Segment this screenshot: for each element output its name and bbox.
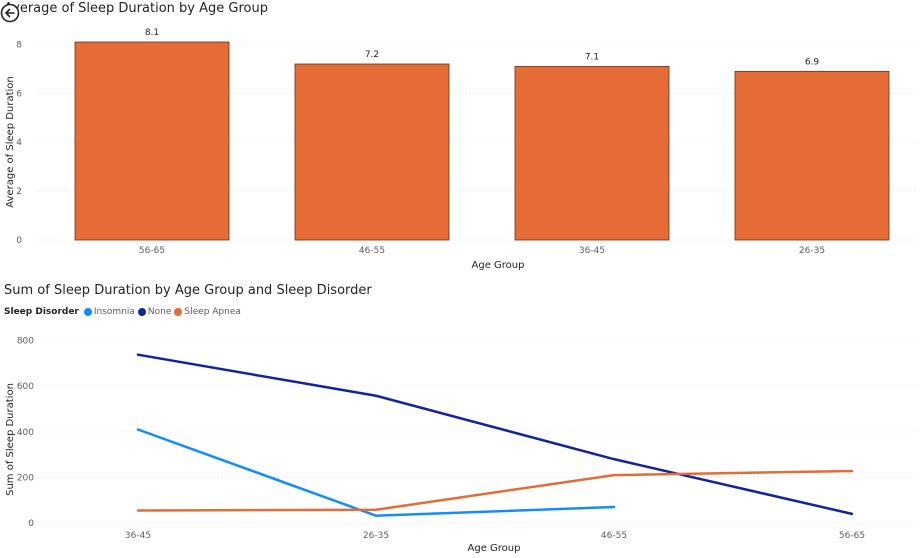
legend-dot-none	[137, 308, 146, 316]
line-x-axis-title: Age Group	[468, 543, 521, 554]
bar-data-label: 8.1	[145, 28, 159, 38]
bar-ytick-label: 8	[16, 40, 22, 50]
bar-26-35	[734, 70, 890, 241]
bar-xtick-label: 26-35	[799, 246, 825, 256]
line-y-axis-title: Sum of Sleep Duration	[5, 383, 16, 496]
line-ytick-label: 200	[17, 473, 34, 483]
line-ytick-label: 0	[28, 519, 34, 529]
legend-label-insomnia: Insomnia	[93, 307, 135, 317]
legend-dot-insomnia	[83, 308, 92, 316]
bar-ytick-label: 2	[16, 187, 22, 197]
series-line-none	[136, 353, 854, 516]
line-chart-title: Sum of Sleep Duration by Age Group and S…	[4, 283, 372, 298]
bar-36-45	[514, 66, 670, 241]
line-xtick-label: 36-45	[125, 531, 151, 541]
line-chart-legend: Sleep Disorder Insomnia None Sleep Apnea	[4, 307, 244, 317]
line-ytick-label: 400	[17, 428, 34, 438]
bar-chart-title: Average of Sleep Duration by Age Group	[4, 1, 268, 16]
bar-data-label: 7.1	[585, 52, 599, 62]
bar-xtick-label: 46-55	[359, 246, 385, 256]
legend-item-sleep-apnea[interactable]: Sleep Apnea	[174, 307, 241, 317]
line-xtick-label: 26-35	[363, 531, 389, 541]
series-line-sleep-apnea	[136, 469, 854, 512]
bar-xtick-label: 36-45	[579, 246, 605, 256]
line-ytick-label: 600	[17, 382, 34, 392]
bar-y-axis-title: Average of Sleep Duration	[5, 76, 16, 207]
back-arrow-icon[interactable]	[0, 3, 20, 23]
bar-ytick-label: 0	[16, 236, 22, 246]
legend-item-none[interactable]: None	[137, 307, 172, 317]
line-xtick-label: 46-55	[601, 531, 627, 541]
bar-data-label: 7.2	[365, 50, 379, 60]
bar-x-axis-title: Age Group	[472, 260, 525, 271]
bar-ytick-label: 4	[16, 138, 22, 148]
bar-46-55	[294, 63, 450, 241]
line-ytick-label: 800	[17, 337, 34, 347]
bar-56-65	[74, 41, 230, 241]
series-line-insomnia	[136, 428, 616, 517]
legend-label-none: None	[147, 307, 172, 317]
legend-label-sleep-apnea: Sleep Apnea	[184, 307, 241, 317]
bar-ytick-label: 6	[16, 89, 22, 99]
legend-title: Sleep Disorder	[4, 307, 79, 317]
bar-data-label: 6.9	[805, 57, 820, 67]
legend-item-insomnia[interactable]: Insomnia	[83, 307, 135, 317]
line-xtick-label: 56-65	[839, 531, 865, 541]
legend-dot-sleep-apnea	[174, 308, 183, 316]
bar-xtick-label: 56-65	[139, 246, 165, 256]
